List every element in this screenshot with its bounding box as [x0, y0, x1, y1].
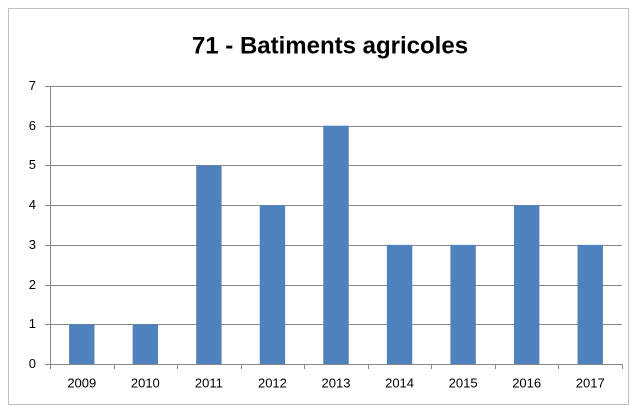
y-tick-label: 0	[29, 356, 36, 371]
x-tick-label: 2009	[67, 375, 96, 390]
x-tick-label: 2010	[131, 375, 160, 390]
y-tick-label: 7	[29, 78, 36, 93]
x-tick-label: 2013	[322, 375, 351, 390]
bar	[577, 244, 603, 364]
bar	[450, 244, 476, 364]
bar	[69, 324, 95, 364]
bar	[386, 244, 413, 364]
x-tick-label: 2014	[385, 375, 414, 390]
y-tick-label: 4	[29, 197, 36, 212]
x-tick-label: 2016	[512, 375, 541, 390]
x-tick-label: 2017	[576, 375, 605, 390]
chart-title: 71 - Batiments agricoles	[192, 32, 468, 59]
x-tick-label: 2015	[449, 375, 478, 390]
x-tick-label: 2012	[258, 375, 287, 390]
bar	[196, 165, 222, 364]
bar	[323, 125, 349, 364]
y-tick-label: 1	[29, 316, 36, 331]
y-tick-label: 5	[29, 157, 36, 172]
y-tick-label: 2	[29, 277, 36, 292]
x-tick-label: 2011	[195, 375, 223, 390]
bar	[513, 205, 540, 364]
y-tick-label: 6	[29, 118, 36, 133]
bar	[259, 205, 286, 364]
y-tick-label: 3	[29, 237, 36, 252]
bar	[132, 324, 159, 364]
